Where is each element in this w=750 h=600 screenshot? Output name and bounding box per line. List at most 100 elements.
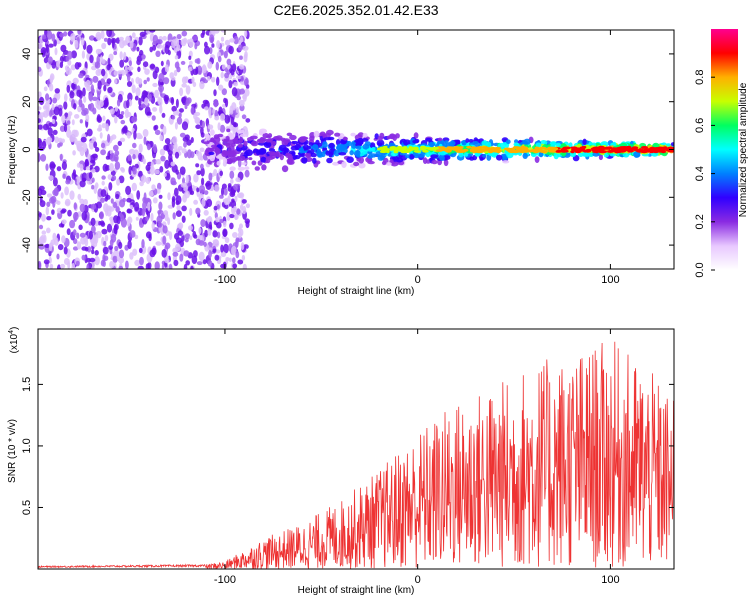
signal-blob xyxy=(500,153,508,158)
noise-blob xyxy=(215,249,221,254)
noise-blob xyxy=(198,251,205,262)
noise-blob xyxy=(221,88,227,96)
signal-core xyxy=(562,146,567,150)
noise-blob xyxy=(224,204,229,210)
signal-blob xyxy=(271,140,277,146)
y-tick-label: -40 xyxy=(21,237,33,253)
noise-blob xyxy=(230,69,235,76)
noise-blob xyxy=(157,182,162,191)
signal-blob xyxy=(210,129,215,136)
noise-blob xyxy=(190,106,195,115)
noise-blob xyxy=(66,128,72,138)
noise-blob xyxy=(214,254,220,261)
noise-blob xyxy=(144,68,150,75)
noise-blob xyxy=(113,144,119,152)
noise-blob xyxy=(149,30,156,33)
noise-blob xyxy=(125,260,129,269)
noise-blob xyxy=(107,133,111,143)
noise-blob xyxy=(189,235,193,241)
noise-blob xyxy=(104,97,109,106)
noise-blob xyxy=(195,124,201,129)
signal-blob xyxy=(409,154,415,160)
noise-blob xyxy=(46,193,53,198)
noise-blob xyxy=(146,111,152,116)
noise-blob xyxy=(142,61,149,68)
noise-blob xyxy=(117,70,123,75)
noise-blob xyxy=(245,203,250,209)
noise-blob xyxy=(141,239,145,249)
signal-blob xyxy=(250,140,259,147)
noise-blob xyxy=(240,75,244,82)
spectrogram-x-ticks: -100 0 100 xyxy=(214,30,620,286)
noise-blob xyxy=(175,210,182,218)
noise-blob xyxy=(235,239,239,248)
noise-blob xyxy=(239,55,243,60)
noise-blob xyxy=(201,177,205,186)
noise-blob xyxy=(152,197,158,204)
noise-blob xyxy=(132,248,138,256)
noise-blob xyxy=(175,169,179,175)
noise-blob xyxy=(72,77,79,85)
noise-blob xyxy=(183,263,188,269)
signal-blob xyxy=(588,152,594,157)
noise-blob xyxy=(111,175,117,181)
y-tick-label: 0 xyxy=(21,146,33,152)
noise-blob xyxy=(38,96,45,106)
noise-blob xyxy=(173,111,179,116)
signal-core xyxy=(629,147,637,151)
noise-blob xyxy=(218,84,224,91)
noise-blob xyxy=(48,242,53,252)
noise-blob xyxy=(50,195,57,204)
noise-blob xyxy=(105,164,111,171)
signal-blob xyxy=(273,136,280,140)
noise-blob xyxy=(164,138,171,145)
noise-blob xyxy=(91,136,97,143)
noise-blob xyxy=(208,107,212,117)
noise-blob xyxy=(119,51,123,60)
colorbar-ticks: 0.0 0.2 0.4 0.6 0.8 xyxy=(694,70,715,278)
noise-blob xyxy=(106,64,111,71)
noise-blob xyxy=(225,257,230,262)
signal-core xyxy=(613,150,622,154)
signal-blob xyxy=(422,157,428,165)
signal-blob xyxy=(316,150,322,156)
noise-blob xyxy=(239,223,243,229)
noise-blob xyxy=(191,76,195,84)
signal-core xyxy=(622,147,631,150)
noise-blob xyxy=(244,78,249,86)
noise-blob xyxy=(138,143,143,153)
noise-blob xyxy=(184,233,191,240)
noise-blob xyxy=(72,150,76,156)
signal-blob xyxy=(236,129,245,134)
noise-blob xyxy=(224,39,230,46)
noise-blob xyxy=(174,233,180,240)
signal-blob xyxy=(214,148,221,154)
noise-blob xyxy=(138,97,142,106)
noise-blob xyxy=(134,234,139,240)
noise-blob xyxy=(196,170,202,176)
noise-blob xyxy=(157,210,162,215)
noise-blob xyxy=(118,249,125,259)
noise-blob xyxy=(108,182,113,191)
noise-blob xyxy=(96,127,103,132)
noise-blob xyxy=(146,77,150,82)
noise-blob xyxy=(238,88,245,95)
signal-core xyxy=(600,148,605,152)
signal-blob xyxy=(428,141,436,148)
signal-blob xyxy=(555,142,561,147)
noise-blob xyxy=(214,116,220,121)
noise-blob xyxy=(176,66,181,73)
snr-y-axis-label: SNR (10 * v/v) xyxy=(7,419,18,483)
noise-blob xyxy=(60,44,67,53)
noise-blob xyxy=(194,43,198,50)
noise-blob xyxy=(149,249,156,258)
noise-blob xyxy=(46,136,53,144)
noise-blob xyxy=(93,234,97,244)
signal-blob xyxy=(292,155,298,160)
noise-blob xyxy=(156,215,163,224)
signal-blob xyxy=(560,144,567,148)
noise-blob xyxy=(92,75,99,83)
noise-blob xyxy=(235,131,239,139)
noise-blob xyxy=(207,260,213,267)
noise-blob xyxy=(155,241,162,246)
